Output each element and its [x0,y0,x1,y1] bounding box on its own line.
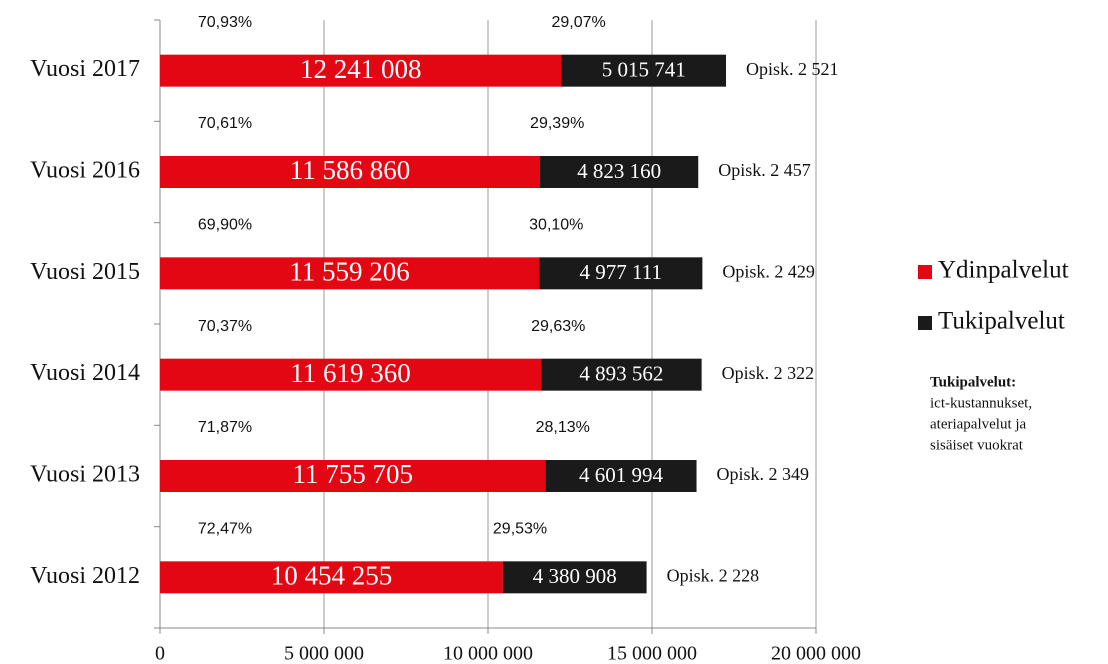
share-label: 28,13% [536,419,590,436]
student-label: Opisk. 2 457 [718,160,811,180]
value-label: 5 015 741 [602,57,686,81]
legend-label: Tukipalvelut [938,308,1065,335]
student-label: Opisk. 2 429 [722,261,815,281]
value-label: 4 601 994 [579,463,664,487]
bar-segment [541,358,702,391]
note-line: sisäiset vuokrat [930,437,1024,453]
bar-segment [539,257,703,290]
category-label: Vuosi 2015 [30,259,140,285]
category-label: Vuosi 2017 [30,56,140,82]
value-label: 4 380 908 [533,564,617,588]
student-label: Opisk. 2 521 [746,59,839,79]
value-label: 12 241 008 [300,54,422,84]
share-label: 72,47% [198,521,252,538]
note-title: Tukipalvelut: [930,374,1016,390]
x-tick-label: 20 000 000 [771,643,861,664]
category-label: Vuosi 2016 [30,158,140,184]
legend-label: Ydinpalvelut [938,257,1069,284]
value-label: 4 893 562 [579,361,663,385]
x-tick-label: 5 000 000 [284,643,364,664]
x-tick-label: 15 000 000 [607,643,697,664]
share-label: 70,37% [198,318,252,335]
bar-segment [545,460,697,492]
student-label: Opisk. 2 349 [717,464,810,484]
legend-swatch [918,316,932,330]
value-label: 4 823 160 [577,159,661,183]
share-label: 29,07% [552,14,606,31]
share-label: 29,53% [493,521,547,538]
x-tick-label: 10 000 000 [443,643,533,664]
value-label: 11 755 705 [293,459,414,489]
bar-segment [160,156,541,188]
bar-segment [160,257,540,290]
student-label: Opisk. 2 322 [722,363,815,383]
share-label: 29,39% [530,115,584,132]
share-label: 71,87% [198,419,252,436]
note-line: ateriapalvelut ja [930,416,1027,432]
value-label: 11 619 360 [290,358,411,388]
share-label: 70,93% [198,14,252,31]
share-label: 69,90% [198,217,252,234]
bar-segment [502,561,647,594]
value-label: 11 559 206 [289,257,410,287]
value-label: 11 586 860 [290,155,411,185]
x-tick-label: 0 [155,643,165,664]
student-label: Opisk. 2 228 [667,565,760,585]
category-label: Vuosi 2014 [30,360,140,386]
note-line: ict-kustannukset, [930,395,1032,411]
bar-segment [160,460,546,492]
bar-segment [160,561,503,594]
bar-segment [160,358,542,391]
legend-swatch [918,265,932,279]
value-label: 4 977 111 [580,260,662,284]
category-label: Vuosi 2012 [30,563,140,589]
share-label: 70,61% [198,115,252,132]
share-label: 30,10% [529,217,583,234]
bar-segment [540,156,699,188]
bar-segment [561,54,727,87]
category-label: Vuosi 2013 [30,462,140,488]
share-label: 29,63% [531,318,585,335]
bar-segment [160,54,562,87]
value-label: 10 454 255 [271,561,393,591]
